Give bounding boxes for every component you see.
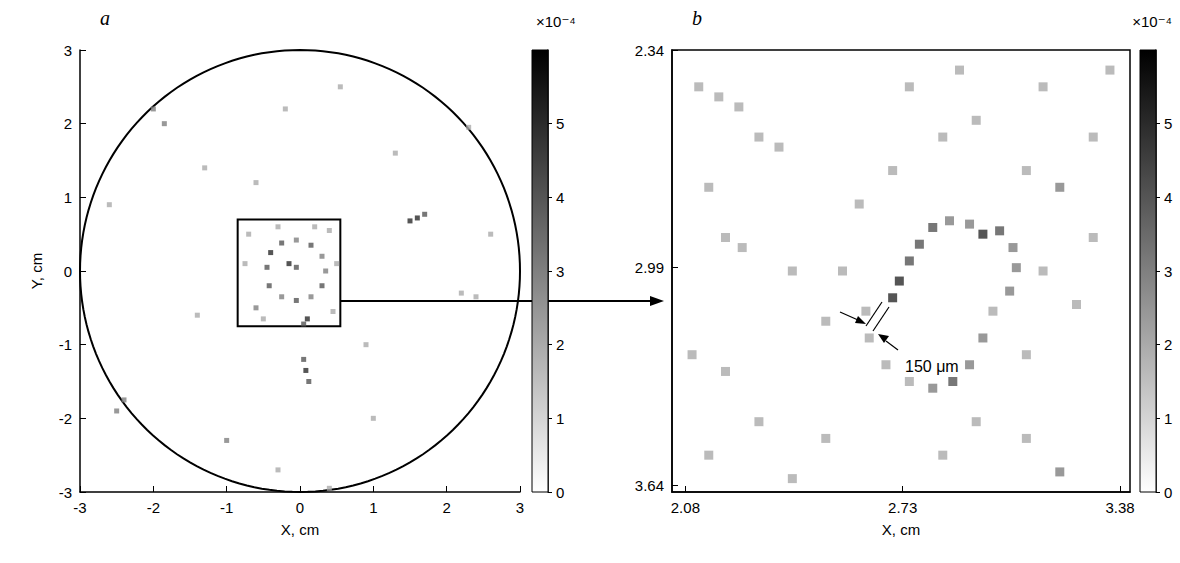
svg-text:2: 2 — [1164, 336, 1172, 353]
svg-text:3: 3 — [516, 499, 524, 516]
svg-text:a: a — [100, 7, 110, 29]
svg-text:4: 4 — [1164, 189, 1172, 206]
svg-text:-3: -3 — [73, 499, 86, 516]
svg-text:4: 4 — [556, 189, 564, 206]
svg-text:1: 1 — [556, 410, 564, 427]
svg-text:3: 3 — [64, 42, 72, 59]
svg-text:X, cm: X, cm — [882, 521, 920, 538]
svg-text:1: 1 — [1164, 410, 1172, 427]
svg-text:5: 5 — [556, 115, 564, 132]
svg-text:3: 3 — [1164, 263, 1172, 280]
svg-text:3.64: 3.64 — [635, 477, 664, 494]
svg-text:X, cm: X, cm — [281, 521, 319, 538]
svg-text:0: 0 — [556, 484, 564, 501]
svg-text:150 μm: 150 μm — [905, 358, 959, 375]
svg-text:-1: -1 — [59, 336, 72, 353]
svg-text:1: 1 — [64, 189, 72, 206]
svg-text:0: 0 — [296, 499, 304, 516]
svg-text:2.08: 2.08 — [671, 499, 700, 516]
svg-text:3: 3 — [556, 263, 564, 280]
svg-text:0: 0 — [64, 263, 72, 280]
svg-text:-2: -2 — [147, 499, 160, 516]
svg-text:2.73: 2.73 — [888, 499, 917, 516]
svg-text:5: 5 — [1164, 115, 1172, 132]
svg-text:Y, cm: Y, cm — [28, 253, 45, 289]
svg-text:2: 2 — [442, 499, 450, 516]
svg-text:2.99: 2.99 — [635, 259, 664, 276]
svg-text:×10⁻⁴: ×10⁻⁴ — [1132, 13, 1172, 30]
svg-text:×10⁻⁴: ×10⁻⁴ — [536, 13, 576, 30]
svg-text:-2: -2 — [59, 410, 72, 427]
svg-text:2: 2 — [64, 115, 72, 132]
svg-text:2.34: 2.34 — [635, 42, 664, 59]
svg-text:-1: -1 — [220, 499, 233, 516]
svg-text:b: b — [692, 7, 702, 29]
svg-text:2: 2 — [556, 336, 564, 353]
svg-text:1: 1 — [369, 499, 377, 516]
svg-text:0: 0 — [1164, 484, 1172, 501]
svg-text:3.38: 3.38 — [1105, 499, 1134, 516]
svg-text:-3: -3 — [59, 484, 72, 501]
